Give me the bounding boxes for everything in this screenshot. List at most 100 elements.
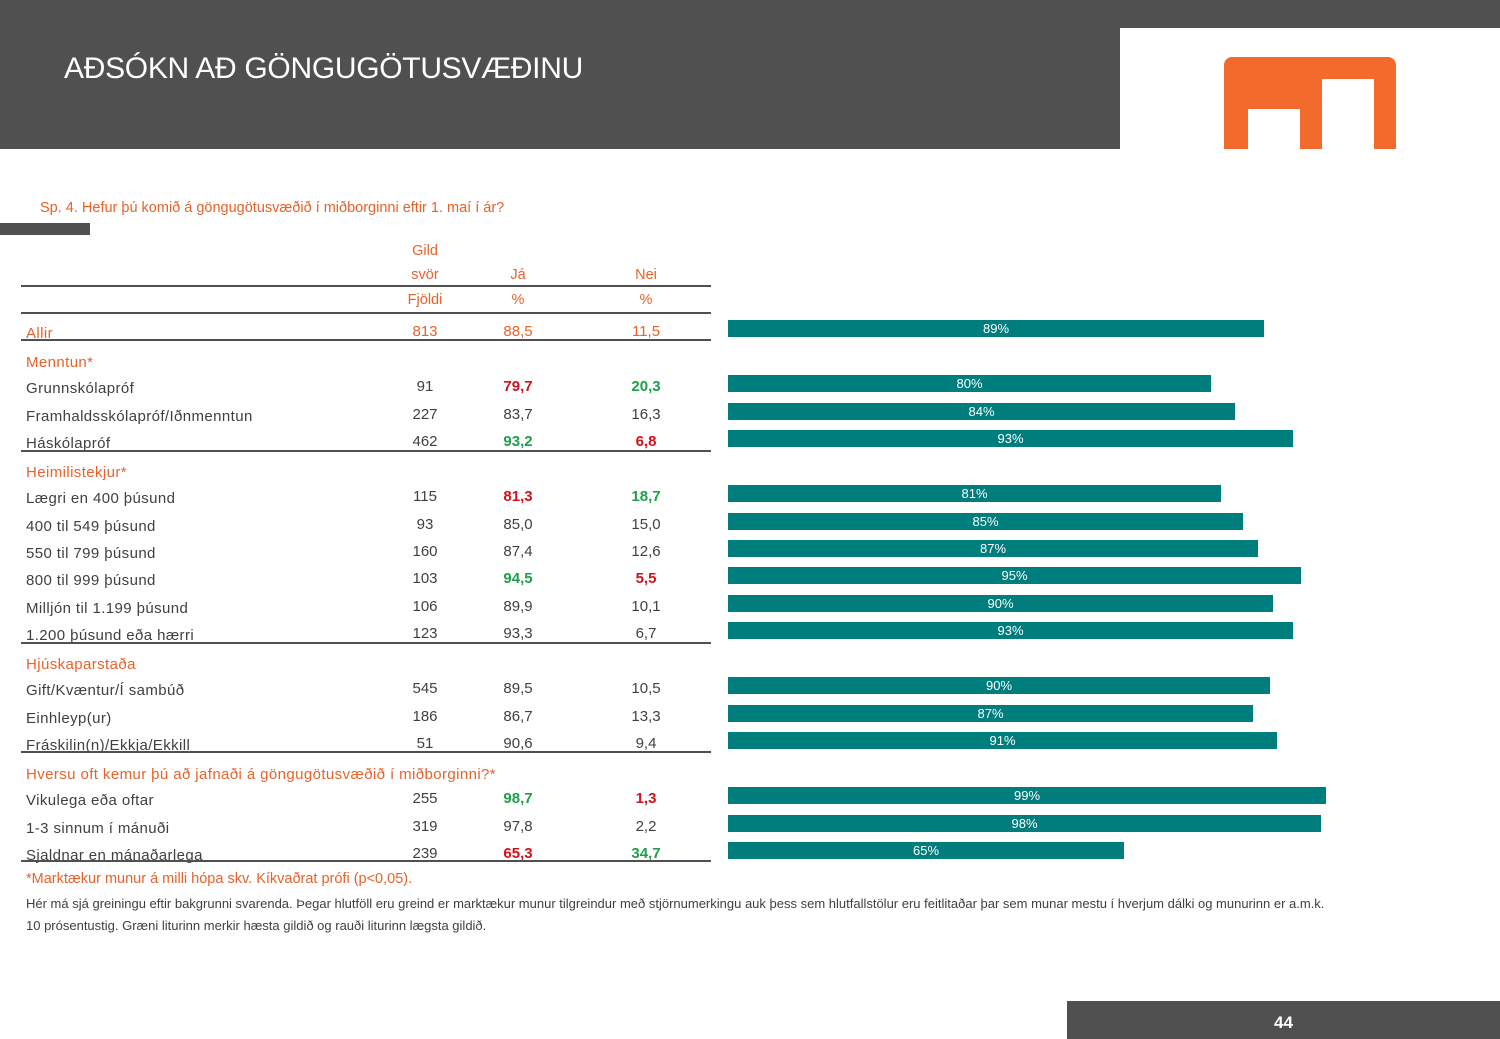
row-label: Vikulega eða oftar (26, 792, 154, 809)
ja-cell: 93,3 (503, 625, 533, 642)
bar: 85% (728, 513, 1243, 530)
survey-question: Sp. 4. Hefur þú komið á göngugötusvæðið … (40, 200, 505, 216)
header-nei: Nei (635, 267, 657, 283)
bar-data-label: 84% (968, 404, 995, 419)
count-cell: 51 (416, 735, 434, 752)
row-label: Háskólapróf (26, 435, 111, 452)
table-row: Framhaldsskólapróf/Iðnmenntun 227 83,7 16,3 (21, 399, 711, 425)
ja-cell: 86,7 (503, 708, 533, 725)
ja-cell: 65,3 (503, 845, 533, 862)
table-row: 1-3 sinnum í mánuði 319 97,8 2,2 (21, 811, 711, 837)
count-cell: 106 (412, 598, 438, 615)
bar: 84% (728, 403, 1235, 420)
row-label: Gift/Kvæntur/Í sambúð (26, 682, 185, 699)
section-rule (21, 642, 711, 644)
bar-data-label: 89% (982, 321, 1010, 336)
count-cell: 123 (412, 625, 438, 642)
ja-cell: 98,7 (503, 790, 533, 807)
ja-cell: 90,6 (503, 735, 533, 752)
row-label: Einhleyp(ur) (26, 710, 112, 727)
table-row: 800 til 999 þúsund 103 94,5 5,5 (21, 563, 711, 589)
row-label: Allir (26, 325, 53, 342)
header-banner: AÐSÓKN AÐ GÖNGUGÖTUSVÆÐINU (0, 0, 1120, 149)
nei-cell: 10,5 (631, 680, 661, 697)
header-rule-bottom (21, 312, 711, 314)
table-row: 1.200 þúsund eða hærri 123 93,3 6,7 (21, 618, 711, 644)
bar-data-label: 98% (1011, 816, 1038, 831)
header-svor: svör (411, 267, 439, 283)
table-row: Sjaldnar en mánaðarlega 239 65,3 34,7 (21, 838, 711, 864)
row-label: 400 til 549 þúsund (26, 518, 156, 535)
group-label: Hjúskaparstaða (26, 656, 136, 673)
nei-cell: 18,7 (631, 488, 661, 505)
page-number: 44 (1274, 1013, 1293, 1032)
nei-cell: 34,7 (631, 845, 661, 862)
nei-cell: 12,6 (631, 543, 661, 560)
row-label: 550 til 799 þúsund (26, 545, 156, 562)
count-cell: 115 (413, 488, 437, 505)
ja-cell: 83,7 (503, 406, 533, 423)
count-cell: 813 (412, 323, 438, 340)
count-cell: 91 (416, 378, 434, 395)
explanatory-note: Hér má sjá greiningu eftir bakgrunni sva… (26, 896, 1325, 933)
page-footer: 44 (1067, 1001, 1500, 1039)
table-row: Háskólapróf 462 93,2 6,8 (21, 426, 711, 452)
bar: 80% (728, 375, 1211, 392)
nei-cell: 1,3 (635, 790, 657, 807)
brand-logo-icon (1224, 57, 1396, 149)
bar: 87% (728, 540, 1258, 557)
section-rule (21, 339, 711, 341)
table-row: 550 til 799 þúsund 160 87,4 12,6 (21, 536, 711, 562)
count-cell: 255 (412, 790, 438, 807)
bar-data-label: 95% (1001, 568, 1028, 583)
group-header-row: Heimilistekjur* (21, 455, 711, 481)
bar-data-label: 87% (979, 541, 1007, 556)
count-cell: 239 (412, 845, 438, 862)
table-row: Vikulega eða oftar 255 98,7 1,3 (21, 783, 711, 809)
bar: 81% (728, 485, 1221, 502)
bar: 89% (728, 320, 1264, 337)
nei-cell: 13,3 (631, 708, 661, 725)
table-row: Grunnskólapróf 91 79,7 20,3 (21, 371, 711, 397)
ja-cell: 85,0 (503, 516, 533, 533)
bar: 93% (728, 430, 1293, 447)
group-label: Hversu oft kemur þú að jafnaði á göngugö… (26, 766, 497, 783)
count-cell: 186 (412, 708, 438, 725)
ja-cell: 93,2 (503, 433, 533, 450)
bar-data-label: 99% (1013, 788, 1041, 803)
table-row: Milljón til 1.199 þúsund 106 89,9 10,1 (21, 591, 711, 617)
count-cell: 160 (412, 543, 438, 560)
nei-cell: 16,3 (631, 406, 661, 423)
table-row: Allir 813 88,5 11,5 (21, 316, 711, 342)
bar-data-label: 87% (977, 706, 1004, 721)
nei-cell: 10,1 (631, 598, 661, 615)
row-label: 1.200 þúsund eða hærri (26, 627, 195, 644)
count-cell: 227 (412, 406, 438, 423)
table-row: Lægri en 400 þúsund 115 81,3 18,7 (21, 481, 711, 507)
ja-cell: 89,5 (503, 680, 533, 697)
ja-cell: 88,5 (503, 323, 533, 340)
row-label: Milljón til 1.199 þúsund (26, 600, 189, 617)
section-rule (21, 751, 711, 753)
bar-data-label: 93% (997, 431, 1024, 446)
bar-data-label: 80% (956, 376, 983, 391)
bar: 90% (728, 677, 1270, 694)
header-nei-unit: % (639, 292, 653, 308)
bar-data-label: 91% (989, 733, 1016, 748)
row-label: Framhaldsskólapróf/Iðnmenntun (26, 408, 253, 425)
count-cell: 462 (412, 433, 438, 450)
table-row: Gift/Kvæntur/Í sambúð 545 89,5 10,5 (21, 673, 711, 699)
row-label: Grunnskólapróf (26, 380, 135, 397)
bar: 90% (728, 595, 1273, 612)
count-cell: 319 (412, 818, 438, 835)
header-fjoldi: Fjöldi (407, 292, 443, 308)
ja-cell: 97,8 (503, 818, 533, 835)
bar: 93% (728, 622, 1293, 639)
bar-data-label: 90% (987, 596, 1014, 611)
bar: 95% (728, 567, 1301, 584)
count-cell: 93 (416, 516, 434, 533)
nei-cell: 5,5 (635, 570, 657, 587)
header-ja: Já (510, 267, 526, 283)
nei-cell: 11,5 (631, 323, 661, 340)
ja-cell: 79,7 (503, 378, 533, 395)
